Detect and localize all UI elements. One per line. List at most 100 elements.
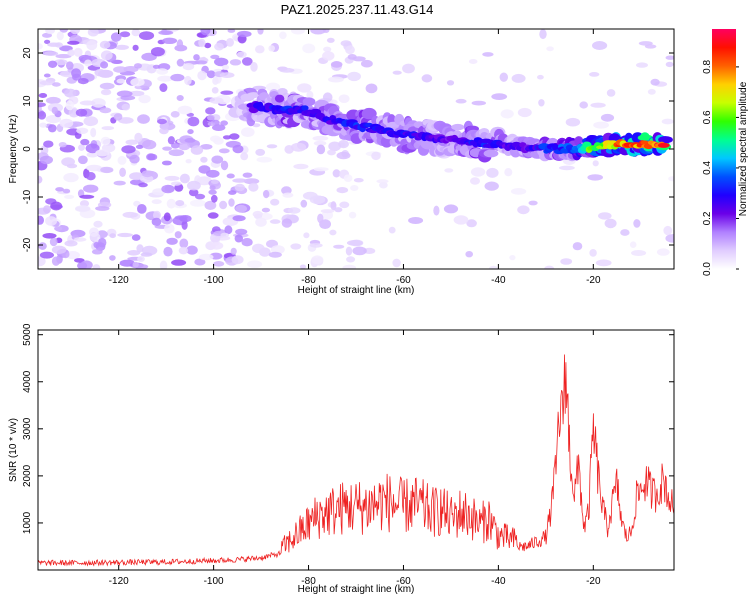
heatmap-cell xyxy=(221,64,230,70)
heatmap-cell xyxy=(274,94,285,103)
heatmap-cell xyxy=(572,242,583,251)
heatmap-cell xyxy=(80,138,90,146)
heatmap-cell xyxy=(470,167,486,177)
snr-x-label: Height of straight line (km) xyxy=(298,584,415,595)
heatmap-cell xyxy=(327,149,336,156)
heatmap-cell xyxy=(200,144,213,150)
heatmap-cell xyxy=(67,40,80,45)
heatmap-cell xyxy=(132,44,139,51)
heatmap-cell xyxy=(293,163,309,170)
colorbar-tick-label: 0.0 xyxy=(702,262,713,276)
heatmap-cell xyxy=(80,260,93,269)
heatmap-cell xyxy=(38,43,43,50)
heatmap-cell xyxy=(236,51,247,58)
heatmap-cell xyxy=(184,75,192,86)
heatmap-cell xyxy=(205,107,216,115)
heatmap-cell xyxy=(235,204,248,213)
heatmap-cell xyxy=(44,51,59,56)
heatmap-cell xyxy=(256,156,273,163)
heatmap-cell xyxy=(371,151,381,161)
heatmap-cell xyxy=(177,105,193,115)
heatmap-cell xyxy=(592,41,608,50)
heatmap-cell xyxy=(146,153,156,161)
x-tick-label: -40 xyxy=(491,275,506,286)
colorbar-scale xyxy=(712,29,736,269)
heatmap-cell xyxy=(100,136,111,146)
heatmap-cell xyxy=(121,103,130,111)
heatmap-cell xyxy=(151,199,162,205)
heatmap-cell xyxy=(352,246,367,256)
heatmap-cell xyxy=(284,145,294,154)
heatmap-cell xyxy=(179,215,192,223)
heatmap-cell xyxy=(365,83,378,94)
heatmap-cell xyxy=(471,100,486,106)
heatmap-cell xyxy=(91,249,103,255)
heatmap-cell xyxy=(257,29,264,35)
heatmap-cell xyxy=(361,59,373,68)
heatmap-cell xyxy=(636,62,648,68)
heatmap-cell xyxy=(131,29,141,37)
heatmap-cell xyxy=(232,178,248,183)
heatmap-cell xyxy=(117,155,127,165)
heatmap-cell xyxy=(592,160,599,167)
heatmap-cell xyxy=(219,200,228,210)
heatmap-cell xyxy=(320,209,335,214)
x-tick-label: -20 xyxy=(586,576,601,587)
heatmap-cell xyxy=(134,132,143,143)
heatmap-cell xyxy=(43,140,54,148)
heatmap-cell xyxy=(113,66,128,73)
heatmap-cell xyxy=(207,122,215,126)
heatmap-cell xyxy=(598,212,612,220)
heatmap-cell xyxy=(171,259,187,266)
heatmap-cell xyxy=(74,258,85,263)
heatmap-cell xyxy=(84,59,92,67)
heatmap-cell xyxy=(546,46,554,52)
heatmap-cell xyxy=(255,217,267,227)
heatmap-cell xyxy=(376,179,389,184)
heatmap-cell xyxy=(38,93,48,98)
heatmap-cell xyxy=(55,187,64,192)
heatmap-cell xyxy=(91,98,106,108)
heatmap-cell xyxy=(346,256,356,263)
heatmap-cell xyxy=(269,219,281,224)
heatmap-cell xyxy=(465,251,474,258)
heatmap-cell xyxy=(241,238,253,247)
heatmap-cell xyxy=(129,154,140,164)
heatmap-cell xyxy=(265,82,281,92)
heatmap-cell xyxy=(214,57,229,67)
heatmap-cell xyxy=(446,80,455,86)
snr-y-axis: 1000 2000 3000 4000 5000 xyxy=(22,323,674,534)
heatmap-cell xyxy=(338,94,350,103)
heatmap-cell xyxy=(194,60,208,65)
heatmap-cell xyxy=(263,190,270,199)
heatmap-cell xyxy=(179,173,190,184)
heatmap-cell xyxy=(421,74,433,83)
heatmap-cell xyxy=(340,40,352,47)
heatmap-cell xyxy=(39,251,55,259)
heatmap-cell xyxy=(658,136,673,144)
heatmap-cell xyxy=(59,118,74,128)
x-tick-label: -40 xyxy=(491,576,506,587)
heatmap-cell xyxy=(539,29,547,40)
heatmap-cell xyxy=(100,50,113,61)
heatmap-cell xyxy=(282,192,294,198)
heatmap-cell xyxy=(656,248,670,256)
heatmap-cell xyxy=(75,205,91,213)
heatmap-cell xyxy=(297,83,312,93)
spectrogram-x-axis: -120 -100 -80 -60 -40 -20 xyxy=(109,29,601,286)
heatmap-cell xyxy=(138,94,151,104)
heatmap-cell xyxy=(86,40,98,51)
heatmap-cell xyxy=(64,194,75,199)
heatmap-cell xyxy=(159,83,168,92)
heatmap-cell xyxy=(99,40,111,49)
heatmap-cell xyxy=(332,169,341,178)
heatmap-cell xyxy=(509,255,516,261)
heatmap-cell xyxy=(113,113,123,121)
heatmap-cell xyxy=(234,183,245,192)
heatmap-cell xyxy=(73,47,83,57)
heatmap-cell xyxy=(50,201,63,211)
heatmap-cell xyxy=(166,237,178,245)
heatmap-cell xyxy=(210,54,220,60)
heatmap-cell xyxy=(544,265,555,269)
